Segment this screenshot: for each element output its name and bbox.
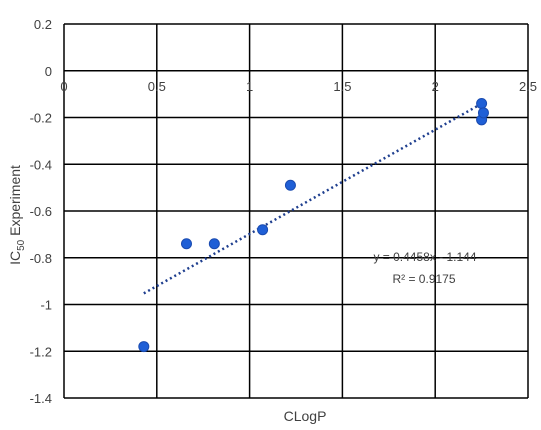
data-point bbox=[138, 341, 150, 353]
y-tick-label: -0.8 bbox=[30, 251, 52, 266]
y-axis-title-subscript: 50 bbox=[16, 239, 27, 251]
grid bbox=[63, 23, 529, 399]
trendline-layer bbox=[143, 102, 483, 295]
y-axis-title-main: IC bbox=[7, 251, 23, 265]
y-tick-label: -1 bbox=[40, 298, 52, 313]
x-tick-label: 1 bbox=[246, 79, 253, 94]
y-axis-title-rest: Experiment bbox=[7, 165, 23, 240]
data-point bbox=[477, 107, 489, 119]
x-tick-label: 0.5 bbox=[148, 79, 166, 94]
y-tick-label: -1.4 bbox=[30, 391, 52, 406]
x-axis-title: CLogP bbox=[284, 408, 327, 424]
y-tick-label: 0.2 bbox=[34, 17, 52, 32]
x-tick-label: 1.5 bbox=[333, 79, 351, 94]
r-squared-label: R² = 0.9175 bbox=[392, 272, 455, 286]
data-points bbox=[138, 97, 489, 353]
x-tick-label: 2.5 bbox=[519, 79, 537, 94]
data-point bbox=[180, 238, 192, 250]
y-axis-title: IC50 Experiment bbox=[7, 165, 27, 265]
tick-labels: 0 0.5 1 1.5 2 2.5 0.2 0 -0.2 -0.4 -0.6 -0.8 -1 -1.2 -1… bbox=[30, 17, 537, 406]
data-point bbox=[257, 224, 269, 236]
x-tick-label: 2 bbox=[432, 79, 439, 94]
trendline-equation: y = 0.4458x - 1.144 bbox=[373, 250, 476, 264]
data-point bbox=[476, 97, 488, 109]
x-tick-label: 0 bbox=[60, 79, 67, 94]
y-tick-label: -1.2 bbox=[30, 344, 52, 359]
data-point bbox=[284, 179, 296, 191]
data-point bbox=[208, 238, 220, 250]
y-tick-label: -0.6 bbox=[30, 204, 52, 219]
y-tick-label: -0.4 bbox=[30, 157, 52, 172]
y-tick-label: 0 bbox=[45, 64, 52, 79]
y-tick-label: -0.2 bbox=[30, 111, 52, 126]
trendline bbox=[143, 102, 483, 295]
